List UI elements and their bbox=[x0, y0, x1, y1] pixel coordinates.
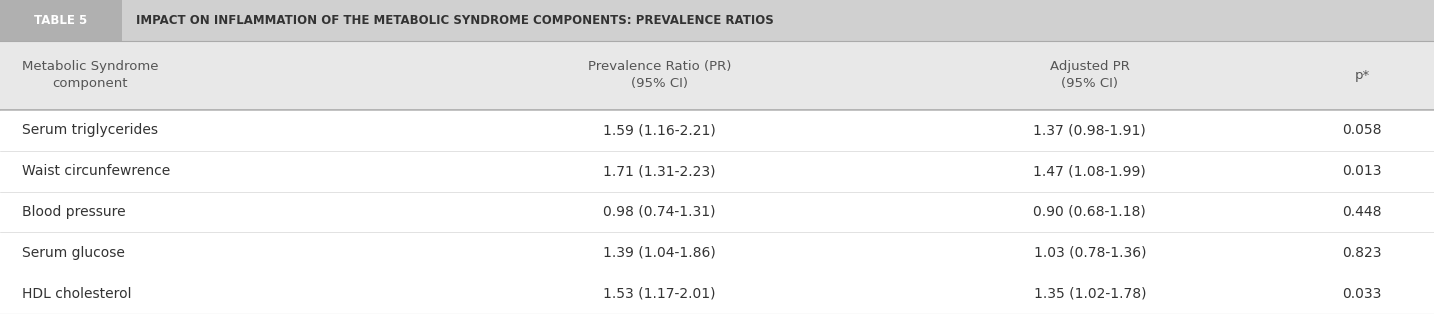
Text: 0.033: 0.033 bbox=[1342, 287, 1382, 300]
Bar bbox=[122, 0, 1434, 41]
Bar bbox=[0, 41, 1434, 110]
Text: 1.35 (1.02-1.78): 1.35 (1.02-1.78) bbox=[1034, 287, 1146, 300]
Text: 1.53 (1.17-2.01): 1.53 (1.17-2.01) bbox=[604, 287, 716, 300]
Text: 0.90 (0.68-1.18): 0.90 (0.68-1.18) bbox=[1034, 205, 1146, 219]
Text: HDL cholesterol: HDL cholesterol bbox=[22, 287, 130, 300]
Text: 1.39 (1.04-1.86): 1.39 (1.04-1.86) bbox=[604, 246, 716, 260]
Text: Prevalence Ratio (PR)
(95% CI): Prevalence Ratio (PR) (95% CI) bbox=[588, 60, 731, 90]
Text: 0.058: 0.058 bbox=[1342, 123, 1382, 137]
Text: Adjusted PR
(95% CI): Adjusted PR (95% CI) bbox=[1050, 60, 1130, 90]
Text: TABLE 5: TABLE 5 bbox=[34, 14, 87, 27]
Text: IMPACT ON INFLAMMATION OF THE METABOLIC SYNDROME COMPONENTS: PREVALENCE RATIOS: IMPACT ON INFLAMMATION OF THE METABOLIC … bbox=[136, 14, 774, 27]
Bar bbox=[0, 0, 122, 41]
Text: 0.823: 0.823 bbox=[1342, 246, 1382, 260]
Text: 0.98 (0.74-1.31): 0.98 (0.74-1.31) bbox=[604, 205, 716, 219]
Text: Blood pressure: Blood pressure bbox=[22, 205, 125, 219]
Text: 1.71 (1.31-2.23): 1.71 (1.31-2.23) bbox=[604, 164, 716, 178]
Text: 1.47 (1.08-1.99): 1.47 (1.08-1.99) bbox=[1034, 164, 1146, 178]
Text: Serum triglycerides: Serum triglycerides bbox=[22, 123, 158, 137]
Text: Metabolic Syndrome
component: Metabolic Syndrome component bbox=[22, 60, 158, 90]
Text: 1.59 (1.16-2.21): 1.59 (1.16-2.21) bbox=[604, 123, 716, 137]
Text: Waist circunfewrence: Waist circunfewrence bbox=[22, 164, 169, 178]
Text: p*: p* bbox=[1355, 69, 1369, 82]
Text: Serum glucose: Serum glucose bbox=[22, 246, 125, 260]
Text: 1.03 (0.78-1.36): 1.03 (0.78-1.36) bbox=[1034, 246, 1146, 260]
Text: 0.448: 0.448 bbox=[1342, 205, 1382, 219]
Text: 1.37 (0.98-1.91): 1.37 (0.98-1.91) bbox=[1034, 123, 1146, 137]
Text: 0.013: 0.013 bbox=[1342, 164, 1382, 178]
